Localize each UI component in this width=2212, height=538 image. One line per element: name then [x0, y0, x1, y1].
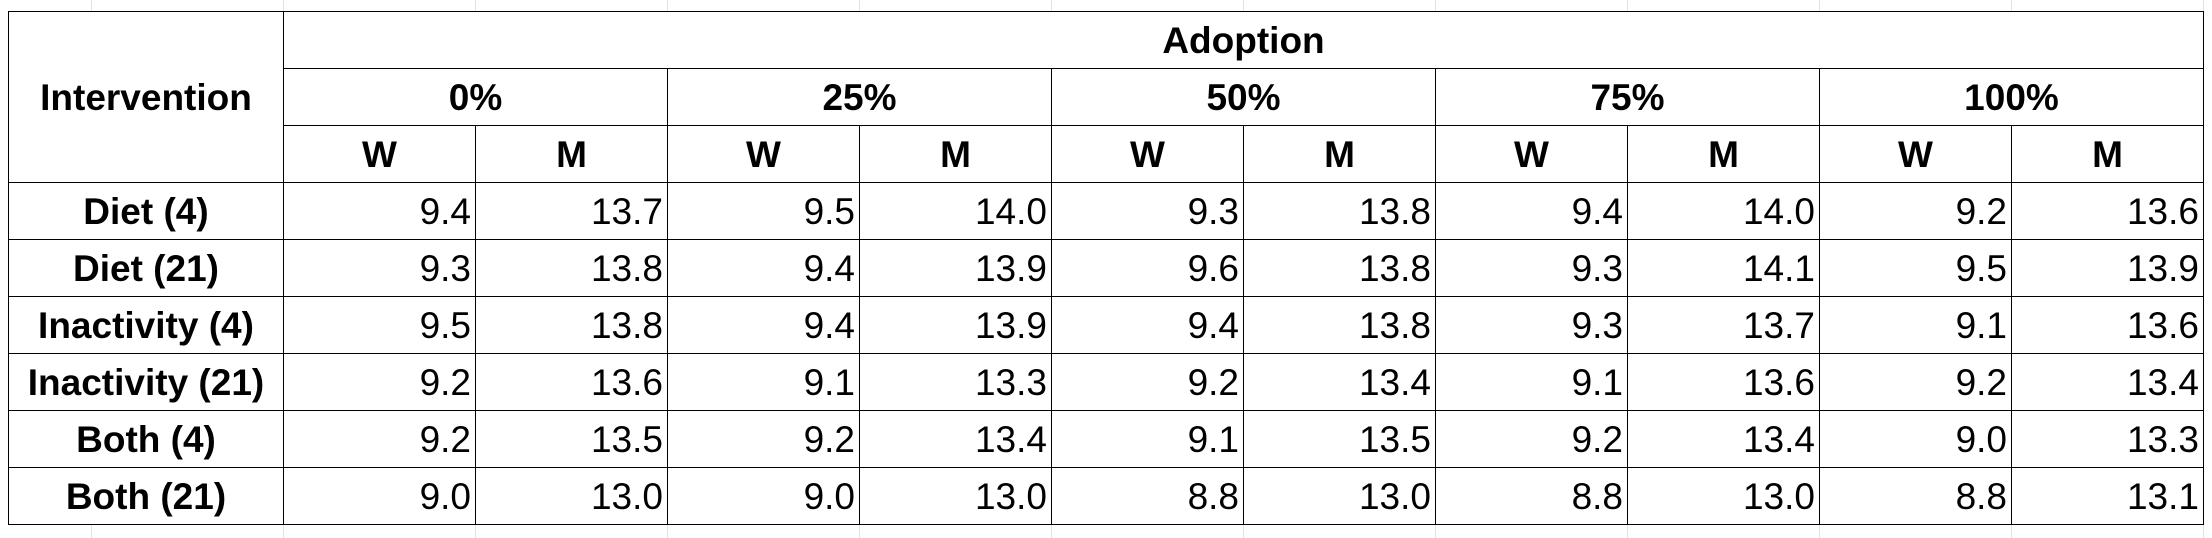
adoption-level-header[interactable]: 25%: [667, 68, 1052, 126]
value-cell[interactable]: 14.1: [1627, 239, 1820, 297]
value-cell[interactable]: 14.0: [859, 182, 1052, 240]
value-cell[interactable]: 9.0: [1819, 410, 2012, 468]
value-cell[interactable]: 9.4: [1435, 182, 1628, 240]
value-cell[interactable]: 13.5: [475, 410, 668, 468]
value-cell[interactable]: 9.4: [667, 296, 860, 354]
value-cell[interactable]: 9.3: [1435, 239, 1628, 297]
m-header[interactable]: M: [475, 125, 668, 183]
value-cell[interactable]: 13.0: [1243, 467, 1436, 525]
value-cell[interactable]: 9.3: [1435, 296, 1628, 354]
header-row-levels: 0% 25% 50% 75% 100%: [9, 68, 2204, 126]
table-body: Diet (4) 9.4 13.7 9.5 14.0 9.3 13.8 9.4 14.0 9.2 1…: [8, 182, 2204, 525]
m-header[interactable]: M: [859, 125, 1052, 183]
value-cell[interactable]: 9.2: [1435, 410, 1628, 468]
value-cell[interactable]: 8.8: [1051, 467, 1244, 525]
value-cell[interactable]: 13.1: [2011, 467, 2204, 525]
adoption-header[interactable]: Adoption: [283, 11, 2204, 69]
row-label-cell[interactable]: Both (4): [8, 410, 284, 468]
row-label-cell[interactable]: Both (21): [8, 467, 284, 525]
value-cell[interactable]: 9.2: [1819, 182, 2012, 240]
w-header[interactable]: W: [667, 125, 860, 183]
intervention-header[interactable]: Intervention: [8, 11, 284, 183]
adoption-level-header[interactable]: 75%: [1435, 68, 1820, 126]
header-row-sex: W M W M W M W M W M: [9, 125, 2204, 183]
value-cell[interactable]: 13.0: [475, 467, 668, 525]
value-cell[interactable]: 9.2: [283, 353, 476, 411]
w-header[interactable]: W: [1051, 125, 1244, 183]
adoption-level-header[interactable]: 100%: [1819, 68, 2204, 126]
value-cell[interactable]: 9.4: [667, 239, 860, 297]
row-label-cell[interactable]: Diet (4): [8, 182, 284, 240]
value-cell[interactable]: 13.8: [475, 239, 668, 297]
w-header[interactable]: W: [1819, 125, 2012, 183]
value-cell[interactable]: 13.4: [1627, 410, 1820, 468]
value-cell[interactable]: 9.3: [1051, 182, 1244, 240]
table-row: Diet (21) 9.3 13.8 9.4 13.9 9.6 13.8 9.3 14.1 9.5…: [8, 239, 2204, 297]
value-cell[interactable]: 13.9: [2011, 239, 2204, 297]
adoption-level-header[interactable]: 50%: [1051, 68, 1436, 126]
row-label-cell[interactable]: Diet (21): [8, 239, 284, 297]
table-row: Both (4) 9.2 13.5 9.2 13.4 9.1 13.5 9.2 13.4 9.0 1…: [8, 410, 2204, 468]
value-cell[interactable]: 9.4: [283, 182, 476, 240]
value-cell[interactable]: 9.3: [283, 239, 476, 297]
value-cell[interactable]: 9.0: [667, 467, 860, 525]
m-header[interactable]: M: [2011, 125, 2204, 183]
value-cell[interactable]: 13.4: [859, 410, 1052, 468]
adoption-level-header[interactable]: 0%: [283, 68, 668, 126]
value-cell[interactable]: 8.8: [1819, 467, 2012, 525]
value-cell[interactable]: 13.9: [859, 296, 1052, 354]
header-row-adoption: Intervention Adoption: [8, 11, 2204, 183]
value-cell[interactable]: 9.1: [1051, 410, 1244, 468]
value-cell[interactable]: 9.1: [1435, 353, 1628, 411]
value-cell[interactable]: 13.3: [2011, 410, 2204, 468]
value-cell[interactable]: 9.1: [667, 353, 860, 411]
m-header[interactable]: M: [1627, 125, 1820, 183]
value-cell[interactable]: 9.2: [667, 410, 860, 468]
value-cell[interactable]: 13.4: [2011, 353, 2204, 411]
value-cell[interactable]: 9.5: [283, 296, 476, 354]
value-cell[interactable]: 14.0: [1627, 182, 1820, 240]
m-header[interactable]: M: [1243, 125, 1436, 183]
value-cell[interactable]: 13.9: [859, 239, 1052, 297]
value-cell[interactable]: 9.5: [667, 182, 860, 240]
w-header[interactable]: W: [283, 125, 476, 183]
value-cell[interactable]: 9.2: [1051, 353, 1244, 411]
table-row: Diet (4) 9.4 13.7 9.5 14.0 9.3 13.8 9.4 14.0 9.2 1…: [8, 182, 2204, 240]
value-cell[interactable]: 13.3: [859, 353, 1052, 411]
value-cell[interactable]: 13.8: [475, 296, 668, 354]
table-row: Both (21) 9.0 13.0 9.0 13.0 8.8 13.0 8.8 13.0 8.8…: [8, 467, 2204, 525]
value-cell[interactable]: 13.5: [1243, 410, 1436, 468]
value-cell[interactable]: 13.0: [859, 467, 1052, 525]
value-cell[interactable]: 9.4: [1051, 296, 1244, 354]
adoption-table: Intervention Adoption 0% 25% 50% 75% 100…: [8, 11, 2204, 525]
value-cell[interactable]: 13.6: [2011, 296, 2204, 354]
w-header[interactable]: W: [1435, 125, 1628, 183]
value-cell[interactable]: 13.7: [1627, 296, 1820, 354]
value-cell[interactable]: 9.0: [283, 467, 476, 525]
table-row: Inactivity (21) 9.2 13.6 9.1 13.3 9.2 13.4 9.1 1…: [8, 353, 2204, 411]
value-cell[interactable]: 8.8: [1435, 467, 1628, 525]
table-row: Inactivity (4) 9.5 13.8 9.4 13.9 9.4 13.8 9.3 13…: [8, 296, 2204, 354]
value-cell[interactable]: 13.8: [1243, 182, 1436, 240]
value-cell[interactable]: 13.7: [475, 182, 668, 240]
value-cell[interactable]: 9.1: [1819, 296, 2012, 354]
row-label-cell[interactable]: Inactivity (4): [8, 296, 284, 354]
value-cell[interactable]: 9.5: [1819, 239, 2012, 297]
value-cell[interactable]: 9.2: [1819, 353, 2012, 411]
value-cell[interactable]: 9.2: [283, 410, 476, 468]
value-cell[interactable]: 13.8: [1243, 239, 1436, 297]
value-cell[interactable]: 13.6: [2011, 182, 2204, 240]
value-cell[interactable]: 13.4: [1243, 353, 1436, 411]
value-cell[interactable]: 13.6: [1627, 353, 1820, 411]
value-cell[interactable]: 9.6: [1051, 239, 1244, 297]
value-cell[interactable]: 13.0: [1627, 467, 1820, 525]
value-cell[interactable]: 13.6: [475, 353, 668, 411]
row-label-cell[interactable]: Inactivity (21): [8, 353, 284, 411]
value-cell[interactable]: 13.8: [1243, 296, 1436, 354]
